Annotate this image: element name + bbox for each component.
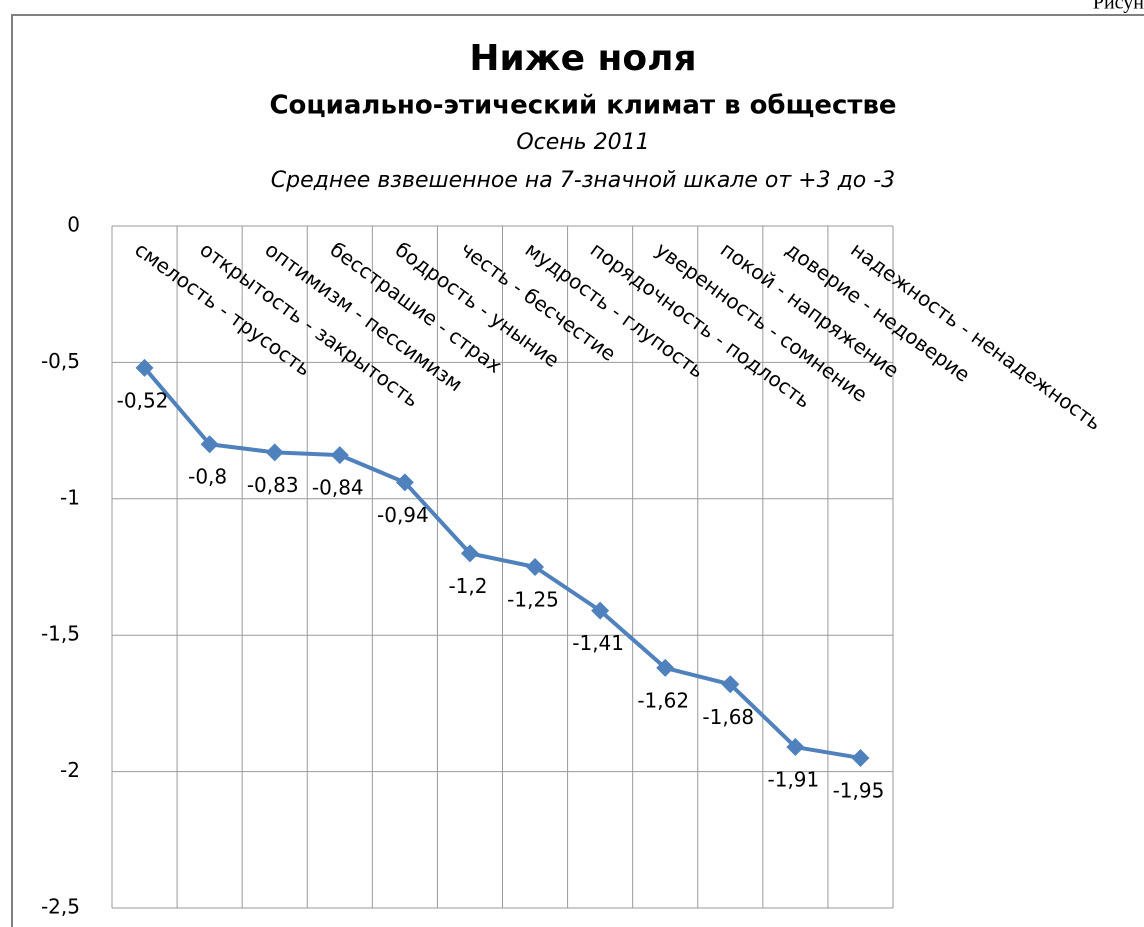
- marker: [851, 748, 870, 767]
- marker: [591, 601, 610, 620]
- data-label: -1,95: [833, 778, 885, 802]
- marker: [526, 558, 545, 576]
- data-label: -0,8: [188, 465, 227, 489]
- data-label: -1,41: [572, 631, 624, 655]
- chart-subtitle: Социально-этический климат в обществе: [269, 91, 896, 121]
- x-tick-label: надежность - ненадежность: [846, 237, 1106, 435]
- marker: [786, 738, 805, 757]
- frame: [11, 14, 1144, 927]
- data-label: -0,83: [247, 473, 299, 497]
- period: Осень 2011: [516, 130, 649, 155]
- marker: [395, 473, 414, 492]
- data-label: -0,84: [312, 476, 364, 500]
- y-tick-label: -1: [60, 485, 80, 509]
- y-tick-label: -1,5: [41, 622, 80, 646]
- series-line: [143, 366, 861, 760]
- marker: [265, 443, 284, 462]
- marker: [656, 658, 675, 677]
- data-label: -1,25: [507, 588, 559, 612]
- y-tick-label: -0,5: [41, 349, 80, 373]
- data-label: -1,62: [637, 688, 689, 712]
- data-label: -0,52: [117, 388, 169, 412]
- marker: [721, 675, 740, 694]
- data-label: -1,68: [702, 705, 754, 729]
- y-tick-label: 0: [67, 213, 80, 237]
- marker: [460, 544, 479, 563]
- note: Среднее взвешенное на 7-значной шкале от…: [271, 168, 895, 193]
- chart-title: Ниже ноля: [469, 38, 696, 79]
- data-label: -1,2: [448, 574, 487, 598]
- caption-fragment: Рисун: [1093, 0, 1144, 14]
- data-label: -1,91: [768, 768, 820, 792]
- marker: [330, 446, 349, 465]
- y-tick-label: -2: [60, 758, 80, 782]
- marker: [200, 435, 219, 454]
- marker: [135, 358, 154, 377]
- data-label: -0,94: [377, 503, 429, 527]
- y-tick-label: -2,5: [41, 895, 80, 919]
